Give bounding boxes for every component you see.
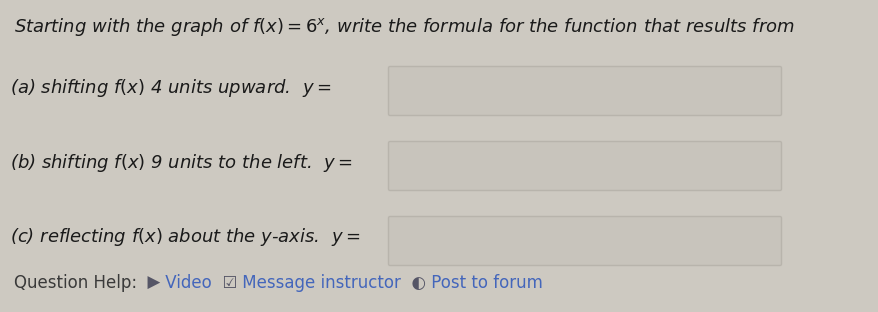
Text: ▶: ▶ <box>137 274 160 292</box>
Text: ◐: ◐ <box>401 274 426 292</box>
Text: (c) reflecting $f(x)$ about the y-axis.  $y =$: (c) reflecting $f(x)$ about the y-axis. … <box>10 226 360 248</box>
FancyBboxPatch shape <box>388 217 781 266</box>
Text: Message instructor: Message instructor <box>237 274 401 292</box>
FancyBboxPatch shape <box>388 142 781 191</box>
Text: Starting with the graph of $f(x) = 6^x$, write the formula for the function that: Starting with the graph of $f(x) = 6^x$,… <box>14 16 794 38</box>
Text: (a) shifting $f(x)$ 4 units upward.  $y =$: (a) shifting $f(x)$ 4 units upward. $y =… <box>10 77 331 99</box>
Text: Post to forum: Post to forum <box>426 274 543 292</box>
Text: Video: Video <box>160 274 212 292</box>
Text: Question Help:: Question Help: <box>14 274 137 292</box>
Text: (b) shifting $f(x)$ 9 units to the left.  $y =$: (b) shifting $f(x)$ 9 units to the left.… <box>10 152 352 174</box>
Text: ☑: ☑ <box>212 274 237 292</box>
FancyBboxPatch shape <box>388 66 781 115</box>
